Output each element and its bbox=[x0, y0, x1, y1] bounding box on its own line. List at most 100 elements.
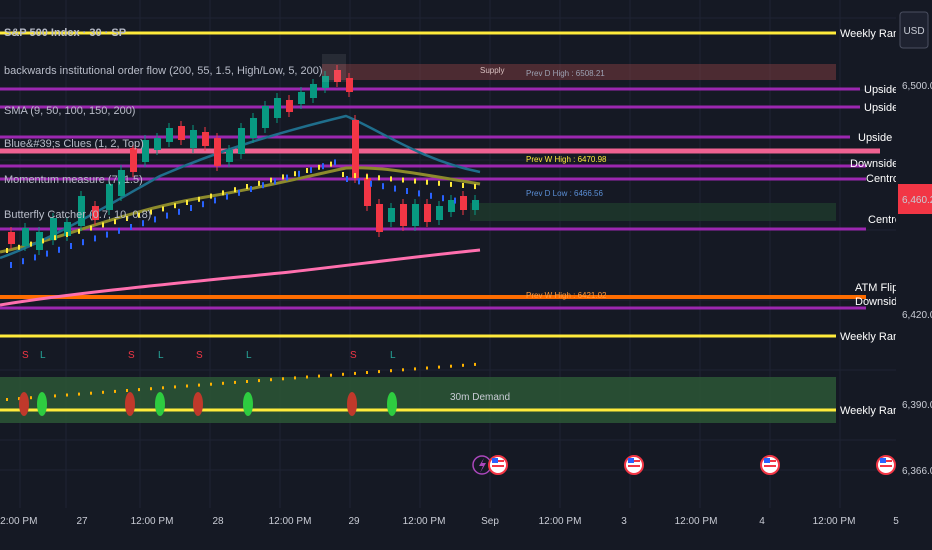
time-label-9: 3 bbox=[621, 516, 627, 527]
candle-body-25 bbox=[322, 76, 329, 88]
blue-dot-15 bbox=[190, 205, 192, 211]
momentum-dot-19 bbox=[234, 380, 236, 384]
blue-dot-21 bbox=[262, 182, 264, 189]
blue-dot-31 bbox=[382, 183, 384, 190]
blue-dot-14 bbox=[178, 208, 180, 215]
candle-body-32 bbox=[400, 204, 407, 226]
candle-body-17 bbox=[226, 150, 233, 162]
candle-body-12 bbox=[166, 128, 173, 142]
time-label-13: 5 bbox=[893, 516, 899, 527]
yellow-dot-7 bbox=[90, 225, 92, 231]
currency-label: USD bbox=[903, 26, 924, 37]
blue-dot-12 bbox=[154, 216, 156, 223]
signal-bubble-2 bbox=[125, 392, 135, 416]
blue-dot-29 bbox=[358, 178, 360, 185]
blue-dot-27 bbox=[334, 159, 336, 166]
time-label-4: 12:00 PM bbox=[269, 516, 312, 527]
momentum-dot-8 bbox=[102, 390, 104, 394]
supply-zone bbox=[322, 64, 836, 80]
momentum-dot-16 bbox=[198, 383, 200, 387]
yellow-dot-18 bbox=[222, 190, 224, 196]
blue-dot-37 bbox=[454, 197, 456, 204]
candle-body-38 bbox=[472, 200, 479, 210]
yellow-dot-9 bbox=[114, 219, 116, 225]
yellow-dot-33 bbox=[402, 177, 404, 183]
yellow-dot-35 bbox=[426, 179, 428, 185]
signal-letter-0: S bbox=[22, 350, 29, 361]
signal-letter-5: L bbox=[246, 350, 252, 361]
current-price-tag bbox=[898, 184, 932, 214]
momentum-dot-0 bbox=[6, 398, 8, 401]
yellow-dot-8 bbox=[102, 222, 104, 228]
blue-dot-23 bbox=[286, 174, 288, 181]
indicator-sma[interactable]: SMA (9, 50, 100, 150, 200) bbox=[4, 105, 135, 117]
candle-body-37 bbox=[460, 196, 467, 210]
yellow-dot-15 bbox=[186, 200, 188, 205]
time-label-3: 28 bbox=[212, 516, 224, 527]
yellow-dot-25 bbox=[306, 168, 308, 173]
momentum-dot-14 bbox=[174, 385, 176, 389]
candle-body-5 bbox=[78, 196, 85, 226]
current-price-label: 6,460.25 bbox=[902, 195, 932, 206]
yellow-dot-17 bbox=[210, 193, 212, 199]
candle-body-11 bbox=[154, 138, 161, 150]
momentum-dot-36 bbox=[438, 365, 440, 369]
candle-body-13 bbox=[178, 126, 185, 140]
momentum-dot-20 bbox=[246, 380, 248, 383]
momentum-dot-29 bbox=[354, 371, 356, 375]
event-icons bbox=[472, 455, 896, 475]
sma-100-line bbox=[0, 166, 481, 254]
signal-bubble-6 bbox=[347, 392, 357, 416]
blue-dot-3 bbox=[46, 250, 48, 257]
blue-dot-9 bbox=[118, 227, 120, 234]
momentum-dot-11 bbox=[138, 388, 140, 392]
blue-dot-8 bbox=[106, 231, 108, 238]
level-line-0 bbox=[0, 31, 836, 35]
signal-letter-2: S bbox=[128, 350, 135, 361]
blue-dot-26 bbox=[322, 163, 324, 170]
yellow-dot-19 bbox=[234, 187, 236, 193]
yellow-dot-1 bbox=[18, 244, 20, 250]
candle-body-20 bbox=[262, 106, 269, 128]
candle-body-21 bbox=[274, 98, 281, 118]
momentum-dot-24 bbox=[294, 376, 296, 380]
level-line-5 bbox=[0, 164, 866, 168]
signal-bubble-1 bbox=[37, 392, 47, 416]
price-tick-6420: 6,420.00 bbox=[902, 310, 932, 321]
momentum-dot-15 bbox=[186, 384, 188, 388]
signal-bubble-0 bbox=[19, 392, 29, 416]
indicator-order-flow[interactable]: backwards institutional order flow (200,… bbox=[4, 65, 323, 77]
level-line-1 bbox=[0, 87, 860, 91]
time-label-10: 12:00 PM bbox=[675, 516, 718, 527]
momentum-dot-13 bbox=[162, 386, 164, 390]
candle-body-14 bbox=[190, 130, 197, 148]
time-label-12: 12:00 PM bbox=[813, 516, 856, 527]
yellow-dot-24 bbox=[294, 171, 296, 177]
blue-dot-2 bbox=[34, 254, 36, 261]
indicator-blues-clues[interactable]: Blue&#39;s Clues (1, 2, Top) bbox=[4, 138, 144, 150]
yellow-dot-20 bbox=[246, 184, 248, 189]
blue-dot-35 bbox=[430, 192, 432, 199]
blue-dot-19 bbox=[238, 189, 240, 196]
price-tick-6500: 6,500.00 bbox=[902, 81, 932, 92]
yellow-dot-23 bbox=[282, 174, 284, 180]
lightning-icon-glyph bbox=[479, 458, 486, 473]
blue-dot-17 bbox=[214, 197, 216, 204]
momentum-dot-10 bbox=[126, 389, 128, 392]
momentum-dot-27 bbox=[330, 373, 332, 377]
momentum-dot-7 bbox=[90, 391, 92, 395]
indicator-momentum[interactable]: Momentum measure (7, 1.5) bbox=[4, 174, 143, 186]
yellow-dot-6 bbox=[78, 228, 80, 234]
signal-letter-6: S bbox=[350, 350, 357, 361]
blue-dot-20 bbox=[250, 186, 252, 192]
momentum-dot-30 bbox=[366, 371, 368, 374]
momentum-dot-1 bbox=[18, 397, 20, 401]
momentum-dot-34 bbox=[414, 367, 416, 371]
candle-body-26 bbox=[334, 70, 341, 82]
candle-body-29 bbox=[364, 178, 371, 206]
indicator-butterfly[interactable]: Butterfly Catcher (0.7, 10, 0.8) bbox=[4, 209, 151, 221]
momentum-dot-17 bbox=[210, 382, 212, 386]
currency-button[interactable] bbox=[899, 11, 929, 49]
